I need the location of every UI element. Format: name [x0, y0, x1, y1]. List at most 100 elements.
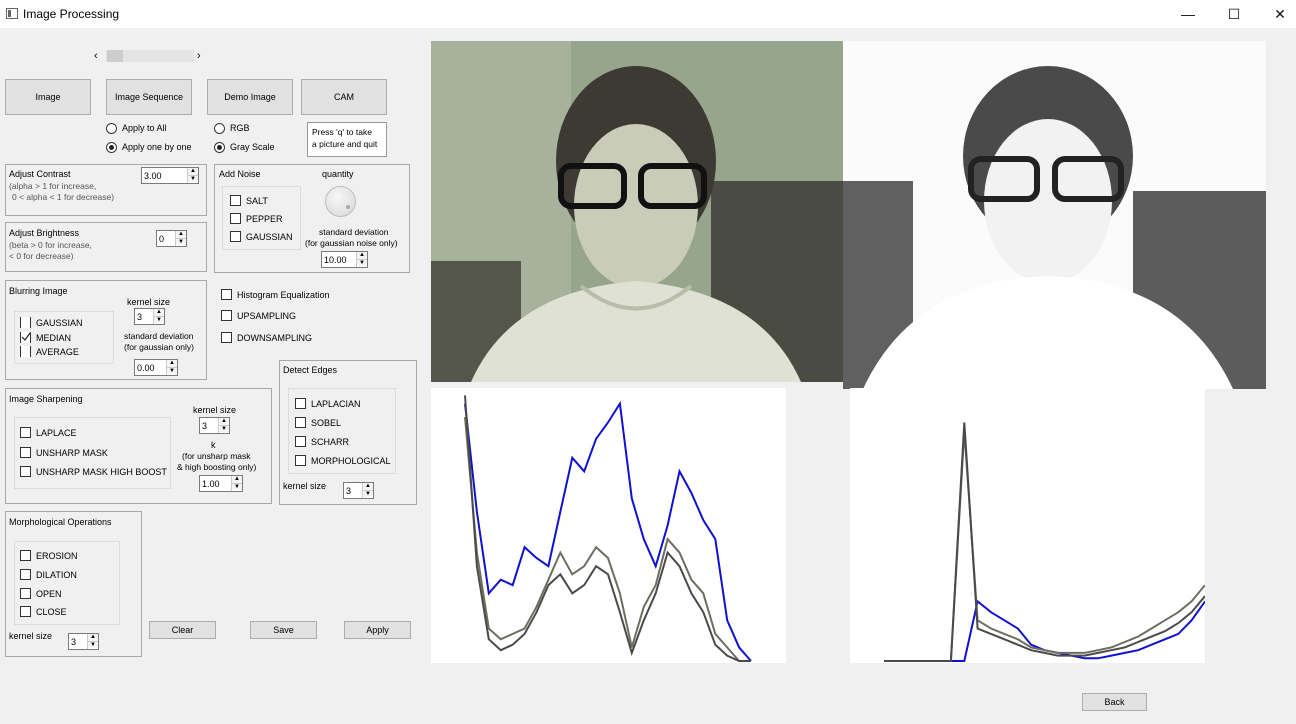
cam-button[interactable]: CAM [301, 79, 387, 115]
spin-up-icon[interactable]: ▲ [167, 360, 177, 367]
apply-all-radio[interactable] [106, 123, 117, 134]
apply-button[interactable]: Apply [344, 621, 411, 639]
open-checkbox[interactable] [20, 588, 31, 599]
cam-info-line2: a picture and quit [312, 139, 378, 149]
brightness-spinbox[interactable]: 0 ▲ ▼ [156, 230, 187, 247]
k-spinbox[interactable]: 1.00 ▲ ▼ [199, 475, 243, 492]
erosion-checkbox[interactable] [20, 550, 31, 561]
blur-median-checkbox[interactable] [20, 332, 31, 343]
image-slider[interactable] [106, 50, 194, 62]
rgb-radio[interactable] [214, 123, 225, 134]
pepper-label: PEPPER [246, 214, 283, 224]
noise-std-spinbox[interactable]: 10.00 ▲ ▼ [321, 251, 368, 268]
demo-image-button[interactable]: Demo Image [207, 79, 293, 115]
pepper-checkbox[interactable] [230, 213, 241, 224]
contrast-value: 3.00 [144, 171, 162, 181]
morph-kernel-spinbox[interactable]: 3 ▲ ▼ [68, 633, 99, 650]
morph-kernel-label: kernel size [9, 631, 53, 641]
original-histogram-chart [464, 395, 752, 662]
k-hint-2: & high boosting only) [177, 462, 257, 472]
contrast-spinbox[interactable]: 3.00 ▲ ▼ [141, 167, 199, 184]
erosion-label: EROSION [36, 551, 78, 561]
apply-one-label: Apply one by one [122, 142, 192, 152]
upsampling-checkbox[interactable] [221, 310, 232, 321]
maximize-button[interactable]: ☐ [1227, 5, 1241, 22]
spin-up-icon[interactable]: ▲ [219, 418, 229, 425]
back-button[interactable]: Back [1082, 693, 1147, 711]
clear-button[interactable]: Clear [149, 621, 216, 639]
spin-down-icon[interactable]: ▼ [154, 316, 164, 323]
sobel-checkbox[interactable] [295, 417, 306, 428]
spin-up-icon[interactable]: ▲ [176, 231, 186, 238]
laplace-label: LAPLACE [36, 428, 77, 438]
spin-up-icon[interactable]: ▲ [363, 483, 373, 490]
upsampling-label: UPSAMPLING [237, 311, 297, 321]
image-button[interactable]: Image [5, 79, 91, 115]
rgb-label: RGB [230, 123, 250, 133]
salt-checkbox[interactable] [230, 195, 241, 206]
quantity-dial[interactable] [325, 186, 356, 217]
blur-gaussian-checkbox[interactable] [20, 317, 31, 328]
blur-options-frame [14, 311, 114, 364]
apply-all-label: Apply to All [122, 123, 167, 133]
histogram-series-line [464, 400, 752, 662]
cam-info-line1: Press 'q' to take [312, 127, 372, 137]
morphological-checkbox[interactable] [295, 455, 306, 466]
laplacian-label: LAPLACIAN [311, 399, 361, 409]
close-checkbox[interactable] [20, 606, 31, 617]
spin-up-icon[interactable]: ▲ [232, 476, 242, 483]
edges-kernel-value: 3 [346, 486, 352, 496]
morph-options-frame [14, 541, 120, 625]
blur-std-value: 0.00 [137, 363, 155, 373]
spin-up-icon[interactable]: ▲ [154, 309, 164, 316]
title-bar [0, 0, 1296, 28]
sobel-label: SOBEL [311, 418, 342, 428]
apply-one-radio[interactable] [106, 142, 117, 153]
laplace-checkbox[interactable] [20, 427, 31, 438]
spin-down-icon[interactable]: ▼ [363, 490, 373, 497]
dilation-checkbox[interactable] [20, 569, 31, 580]
spin-down-icon[interactable]: ▼ [176, 238, 186, 245]
unsharp-mask-checkbox[interactable] [20, 447, 31, 458]
slider-left-arrow-icon[interactable]: ‹ [94, 50, 98, 62]
slider-thumb[interactable] [107, 50, 123, 62]
laplacian-checkbox[interactable] [295, 398, 306, 409]
slider-right-arrow-icon[interactable]: › [197, 50, 201, 62]
gaussian-noise-label: GAUSSIAN [246, 232, 293, 242]
morphological-label: MORPHOLOGICAL [311, 456, 391, 466]
edges-kernel-label: kernel size [283, 481, 327, 491]
save-button[interactable]: Save [250, 621, 317, 639]
minimize-button[interactable]: — [1181, 6, 1195, 22]
high-boost-label: UNSHARP MASK HIGH BOOST [36, 467, 167, 477]
gaussian-noise-checkbox[interactable] [230, 231, 241, 242]
image-sequence-button[interactable]: Image Sequence [106, 79, 192, 115]
sharpen-kernel-spinbox[interactable]: 3 ▲ ▼ [199, 417, 230, 434]
blur-kernel-label: kernel size [127, 297, 171, 307]
histogram-equalization-checkbox[interactable] [221, 289, 232, 300]
spin-up-icon[interactable]: ▲ [188, 168, 198, 175]
blur-average-checkbox[interactable] [20, 346, 31, 357]
gray-scale-radio[interactable] [214, 142, 225, 153]
spin-down-icon[interactable]: ▼ [219, 425, 229, 432]
spin-down-icon[interactable]: ▼ [88, 641, 98, 648]
spin-down-icon[interactable]: ▼ [232, 483, 242, 490]
blur-kernel-spinbox[interactable]: 3 ▲ ▼ [134, 308, 165, 325]
window-title: Image Processing [23, 7, 120, 21]
cam-info-box: Press 'q' to take a picture and quit [307, 122, 387, 157]
spin-up-icon[interactable]: ▲ [357, 252, 367, 259]
sharpen-kernel-label: kernel size [193, 405, 237, 415]
check-icon [21, 332, 31, 341]
edges-group [279, 360, 417, 505]
spin-up-icon[interactable]: ▲ [88, 634, 98, 641]
spin-down-icon[interactable]: ▼ [167, 367, 177, 374]
blur-std-spinbox[interactable]: 0.00 ▲ ▼ [134, 359, 178, 376]
downsampling-checkbox[interactable] [221, 332, 232, 343]
scharr-checkbox[interactable] [295, 436, 306, 447]
salt-label: SALT [246, 196, 268, 206]
blur-average-label: AVERAGE [36, 347, 79, 357]
spin-down-icon[interactable]: ▼ [357, 259, 367, 266]
spin-down-icon[interactable]: ▼ [188, 175, 198, 182]
high-boost-checkbox[interactable] [20, 466, 31, 477]
edges-kernel-spinbox[interactable]: 3 ▲ ▼ [343, 482, 374, 499]
close-button[interactable]: ✕ [1274, 5, 1286, 22]
